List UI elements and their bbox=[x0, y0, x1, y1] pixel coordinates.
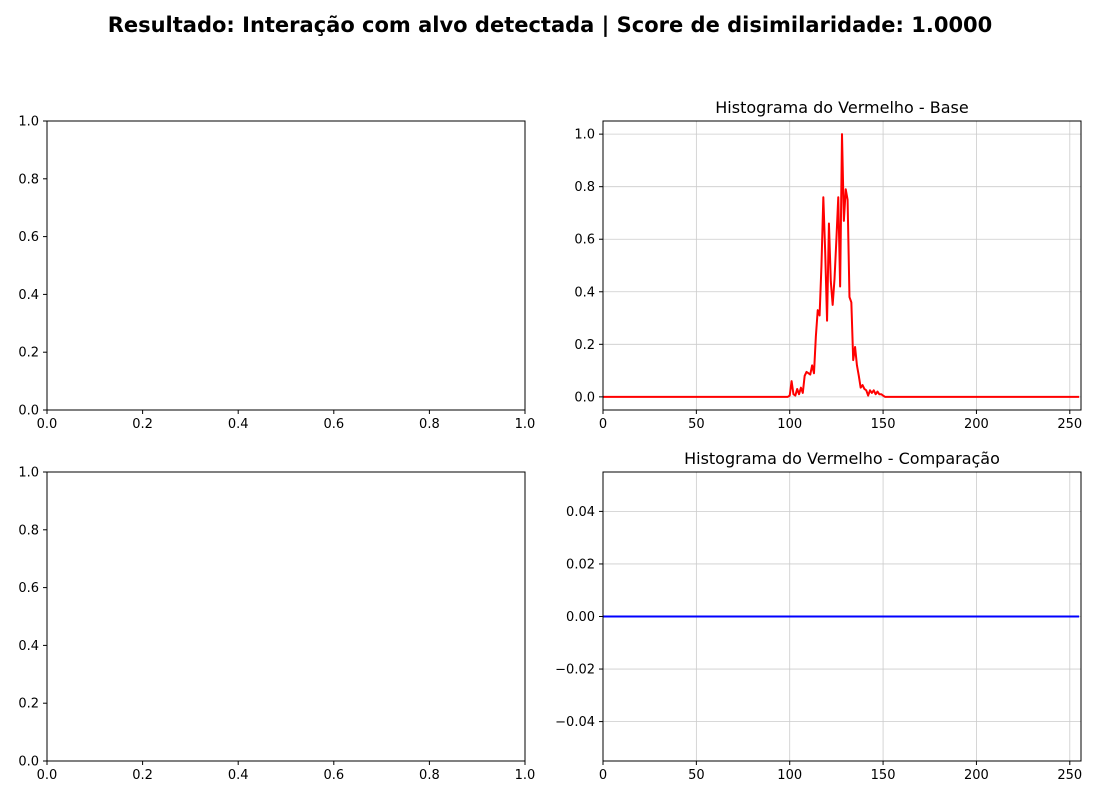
y-tick-label: 0.00 bbox=[566, 610, 595, 625]
y-tick-label: −0.02 bbox=[555, 663, 595, 678]
y-tick-label: 0.8 bbox=[18, 172, 39, 187]
x-tick-label: 1.0 bbox=[515, 417, 536, 432]
y-tick-label: 0.6 bbox=[18, 230, 39, 245]
x-tick-label: 0.8 bbox=[419, 768, 440, 783]
x-tick-label: 200 bbox=[964, 417, 989, 432]
x-tick-label: 100 bbox=[777, 417, 802, 432]
x-tick-label: 0 bbox=[599, 768, 607, 783]
y-tick-label: 0.0 bbox=[18, 404, 39, 419]
panel-red-histogram-comparison: 0 50 100 150 200 250 −0.04 −0.02 0.00 0.02 0.04 His… bbox=[555, 449, 1082, 783]
x-tick-label: 0 bbox=[599, 417, 607, 432]
x-tick-label: 0.4 bbox=[228, 768, 249, 783]
x-tick-label: 0.6 bbox=[323, 768, 344, 783]
y-tick-label: 0.4 bbox=[18, 288, 39, 303]
x-tick-label: 0.6 bbox=[323, 417, 344, 432]
x-tick-label: 150 bbox=[871, 768, 896, 783]
y-tick-label: −0.04 bbox=[555, 715, 595, 730]
y-tick-label: 0.02 bbox=[566, 557, 595, 572]
y-tick-label: 1.0 bbox=[18, 466, 39, 481]
y-tick-label: 0.8 bbox=[18, 523, 39, 538]
x-tick-label: 50 bbox=[688, 417, 705, 432]
x-tick-label: 0.4 bbox=[228, 417, 249, 432]
x-tick-label: 50 bbox=[688, 768, 705, 783]
y-tick-label: 0.6 bbox=[574, 233, 595, 248]
axes-frame bbox=[46, 120, 526, 411]
x-tick-label: 0.8 bbox=[419, 417, 440, 432]
figure-suptitle: Resultado: Interação com alvo detectada … bbox=[108, 13, 993, 38]
y-tick-label: 0.6 bbox=[18, 581, 39, 596]
y-tick-label: 0.4 bbox=[574, 285, 595, 300]
x-tick-label: 250 bbox=[1057, 417, 1082, 432]
panel-red-histogram-base: 0 50 100 150 200 250 0.0 0.2 0.4 0.6 0.8 1.0 Histogr… bbox=[574, 98, 1082, 432]
y-tick-label: 0.0 bbox=[574, 390, 595, 405]
panel-title: Histograma do Vermelho - Base bbox=[715, 98, 968, 117]
y-tick-label: 0.2 bbox=[18, 346, 39, 361]
x-tick-label: 0.0 bbox=[37, 768, 58, 783]
panel-bottom-left-empty-axes: 0.0 0.2 0.4 0.6 0.8 1.0 0.0 0.2 0.4 0.6 0.8 1.0 bbox=[18, 466, 535, 784]
y-tick-label: 0.0 bbox=[18, 755, 39, 770]
y-tick-label: 0.04 bbox=[566, 505, 595, 520]
x-tick-label: 1.0 bbox=[515, 768, 536, 783]
x-tick-label: 0.2 bbox=[132, 768, 153, 783]
panel-top-left-empty-axes: 0.0 0.2 0.4 0.6 0.8 1.0 0.0 0.2 0.4 0.6 0.8 1.0 bbox=[18, 115, 535, 433]
y-tick-label: 1.0 bbox=[574, 128, 595, 143]
y-tick-label: 0.4 bbox=[18, 639, 39, 654]
x-tick-label: 100 bbox=[777, 768, 802, 783]
y-tick-label: 0.2 bbox=[574, 338, 595, 353]
x-tick-label: 0.2 bbox=[132, 417, 153, 432]
axes-frame bbox=[602, 120, 1082, 411]
x-tick-label: 200 bbox=[964, 768, 989, 783]
x-tick-label: 150 bbox=[871, 417, 896, 432]
axes-frame bbox=[46, 471, 526, 762]
x-tick-label: 250 bbox=[1057, 768, 1082, 783]
series-line bbox=[603, 133, 1080, 398]
x-tick-label: 0.0 bbox=[37, 417, 58, 432]
y-tick-label: 0.2 bbox=[18, 697, 39, 712]
panel-title: Histograma do Vermelho - Comparação bbox=[684, 449, 1000, 468]
y-tick-label: 1.0 bbox=[18, 115, 39, 130]
y-tick-label: 0.8 bbox=[574, 180, 595, 195]
